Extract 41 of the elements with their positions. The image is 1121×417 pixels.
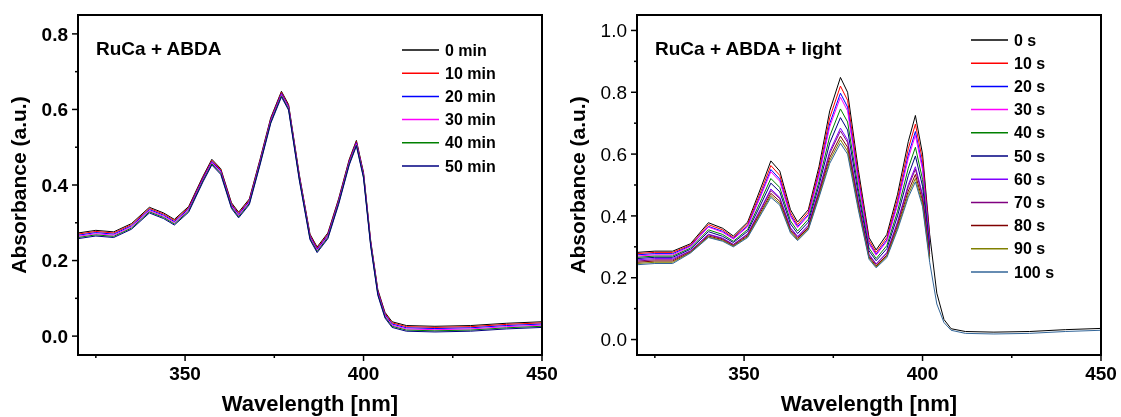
x-tick-label: 400 — [347, 363, 380, 384]
legend-label: 40 min — [445, 134, 496, 152]
legend-label: 50 min — [445, 157, 496, 175]
x-axis-title: Wavelength [nm] — [221, 391, 399, 416]
y-tick-label: 1.0 — [600, 20, 627, 42]
legend-label: 30 s — [1014, 101, 1046, 119]
y-tick-label: 0.8 — [41, 23, 68, 45]
y-tick-label: 0.2 — [41, 250, 68, 272]
legend-label: 0 s — [1014, 31, 1037, 49]
legend-label: 60 s — [1014, 170, 1046, 188]
y-tick-label: 0.2 — [600, 267, 627, 289]
y-tick-label: 0.0 — [600, 329, 627, 351]
y-tick-label: 0.8 — [600, 81, 627, 103]
legend-label: 70 s — [1014, 194, 1046, 211]
y-tick-label: 0.4 — [41, 174, 69, 196]
legend-label: 50 s — [1014, 147, 1046, 165]
y-axis-title: Absorbance (a.u.) — [7, 96, 30, 274]
x-tick-label: 400 — [906, 363, 939, 384]
legend-label: 10 s — [1014, 54, 1046, 72]
text: RuCa + ABDA + light — [655, 38, 843, 59]
x-tick-label: 350 — [728, 363, 760, 384]
line-series — [637, 142, 1101, 335]
x-tick-label: 350 — [169, 363, 201, 384]
legend-label: 100 s — [1014, 263, 1055, 281]
legend-label: 80 s — [1014, 217, 1046, 235]
legend-label: 20 min — [445, 88, 496, 105]
x-tick-label: 450 — [526, 363, 558, 384]
y-tick-label: 0.0 — [41, 325, 68, 347]
y-tick-label: 0.6 — [600, 143, 627, 165]
legend-label: 10 min — [445, 64, 496, 82]
y-tick-label: 0.6 — [41, 99, 68, 121]
x-tick-label: 450 — [1085, 363, 1117, 384]
legend-label: 30 min — [445, 111, 496, 129]
legend-label: 0 min — [445, 41, 487, 59]
y-axis-title: Absorbance (a.u.) — [566, 96, 589, 274]
legend-label: 40 s — [1014, 124, 1046, 142]
legend-label: 90 s — [1014, 240, 1046, 258]
y-tick-label: 0.4 — [600, 205, 628, 227]
legend-label: 20 s — [1014, 78, 1046, 95]
text: RuCa + ABDA — [96, 38, 222, 59]
x-axis-title: Wavelength [nm] — [780, 391, 958, 416]
